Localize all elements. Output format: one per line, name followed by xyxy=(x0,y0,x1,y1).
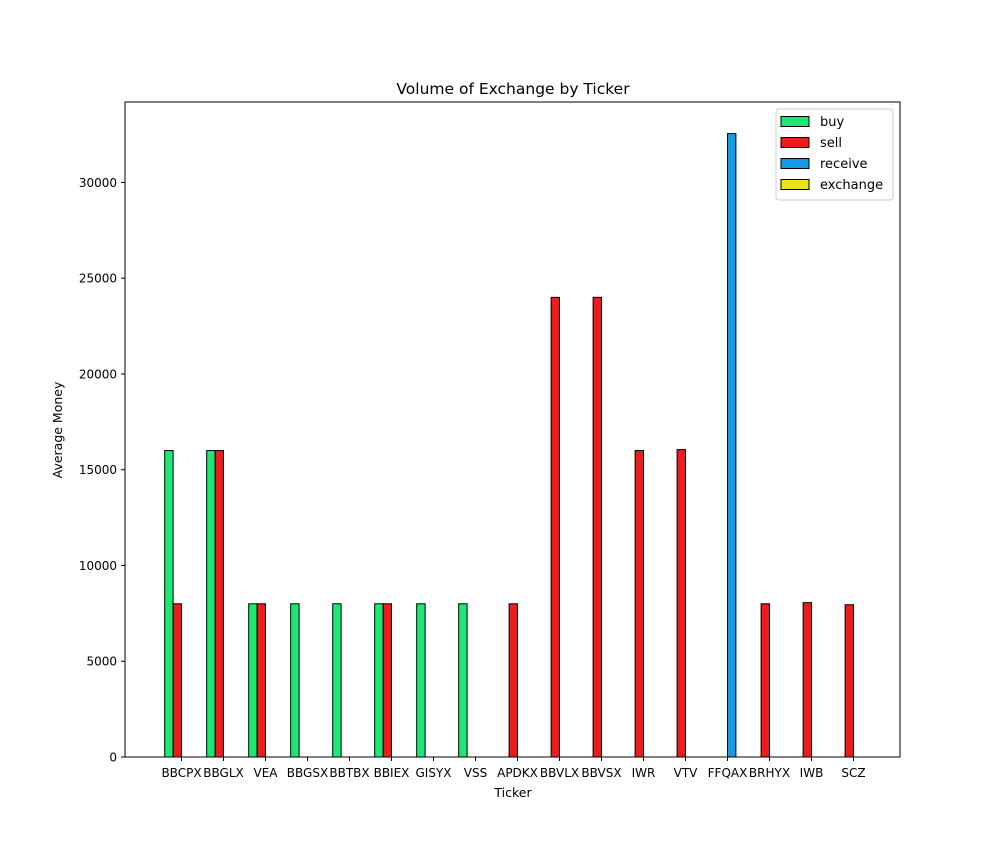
bar-sell-vtv xyxy=(676,449,686,758)
bar-sell-apdkx xyxy=(508,603,519,758)
x-tick-label-bbglx: BBGLX xyxy=(203,766,243,780)
x-tick-label-bbtbx: BBTBX xyxy=(329,766,369,780)
x-tick-label-vss: VSS xyxy=(464,766,487,780)
legend-swatch-buy xyxy=(780,116,810,127)
x-tick-label-scz: SCZ xyxy=(841,766,865,780)
bar-sell-bbvlx xyxy=(550,296,560,758)
x-tick-label-vtv: VTV xyxy=(674,766,699,780)
x-tick-label-bbvsx: BBVSX xyxy=(581,766,621,780)
bar-sell-bbglx xyxy=(214,450,225,758)
legend-swatch-exchange xyxy=(780,179,810,190)
bar-buy-bbtbx xyxy=(332,603,342,758)
bar-receive-ffqax xyxy=(727,133,737,758)
bar-sell-bbiex xyxy=(382,603,393,758)
y-tick-label: 10000 xyxy=(79,559,117,573)
x-axis-title: Ticker xyxy=(493,785,532,800)
legend-label-buy: buy xyxy=(820,115,844,130)
x-tick-label-apdkx: APDKX xyxy=(497,766,538,780)
bar-sell-iwb xyxy=(802,602,812,758)
y-tick-label: 0 xyxy=(109,751,117,765)
legend-swatch-sell xyxy=(780,137,810,148)
legend-label-sell: sell xyxy=(820,136,842,151)
legend-swatch-receive xyxy=(780,158,810,169)
bar-buy-vss xyxy=(458,603,468,758)
x-tick-label-iwb: IWB xyxy=(800,766,824,780)
plot-frame xyxy=(124,101,901,758)
y-axis: 0 5000 10000 15000 20000 25000 30000 xyxy=(79,176,125,765)
bar-buy-bbcpx xyxy=(164,450,174,758)
x-tick-label-bbiex: BBIEX xyxy=(374,766,410,780)
y-tick-label: 30000 xyxy=(79,176,117,190)
x-tick-label-iwr: IWR xyxy=(632,766,656,780)
bars-layer xyxy=(164,133,854,758)
legend-label-receive: receive xyxy=(820,157,868,172)
y-tick-label: 5000 xyxy=(86,655,117,669)
bar-sell-brhyx xyxy=(760,603,770,758)
x-tick-label-bbvlx: BBVLX xyxy=(540,766,579,780)
y-tick-label: 15000 xyxy=(79,463,117,477)
bar-sell-vea xyxy=(256,603,267,758)
legend-box xyxy=(775,108,894,201)
legend: buy sell receive exchange xyxy=(775,108,894,201)
y-tick-label: 25000 xyxy=(79,272,117,286)
y-tick-label: 20000 xyxy=(79,367,117,381)
chart-title: Volume of Exchange by Ticker xyxy=(396,80,630,98)
bar-sell-bbcpx xyxy=(172,603,183,758)
bar-buy-bbglx xyxy=(206,450,216,758)
y-axis-title: Average Money xyxy=(50,381,65,478)
bar-buy-gisyx xyxy=(416,603,426,758)
bar-sell-bbvsx xyxy=(592,296,602,758)
legend-label-exchange: exchange xyxy=(820,178,883,193)
x-tick-label-bbcpx: BBCPX xyxy=(161,766,201,780)
x-tick-label-gisyx: GISYX xyxy=(415,766,451,780)
bar-buy-vea xyxy=(248,603,258,758)
x-axis: BBCPX BBGLX VEA BBGSX BBTBX BBIEX GISYX VSS APDK… xyxy=(161,757,866,780)
bar-buy-bbiex xyxy=(374,603,384,758)
x-tick-label-brhyx: BRHYX xyxy=(749,766,790,780)
x-tick-label-ffqax: FFQAX xyxy=(708,766,748,780)
bar-sell-scz xyxy=(844,604,854,758)
bar-buy-bbgsx xyxy=(290,603,300,758)
x-tick-label-vea: VEA xyxy=(254,766,279,780)
bar-sell-iwr xyxy=(634,450,644,758)
x-tick-label-bbgsx: BBGSX xyxy=(287,766,328,780)
